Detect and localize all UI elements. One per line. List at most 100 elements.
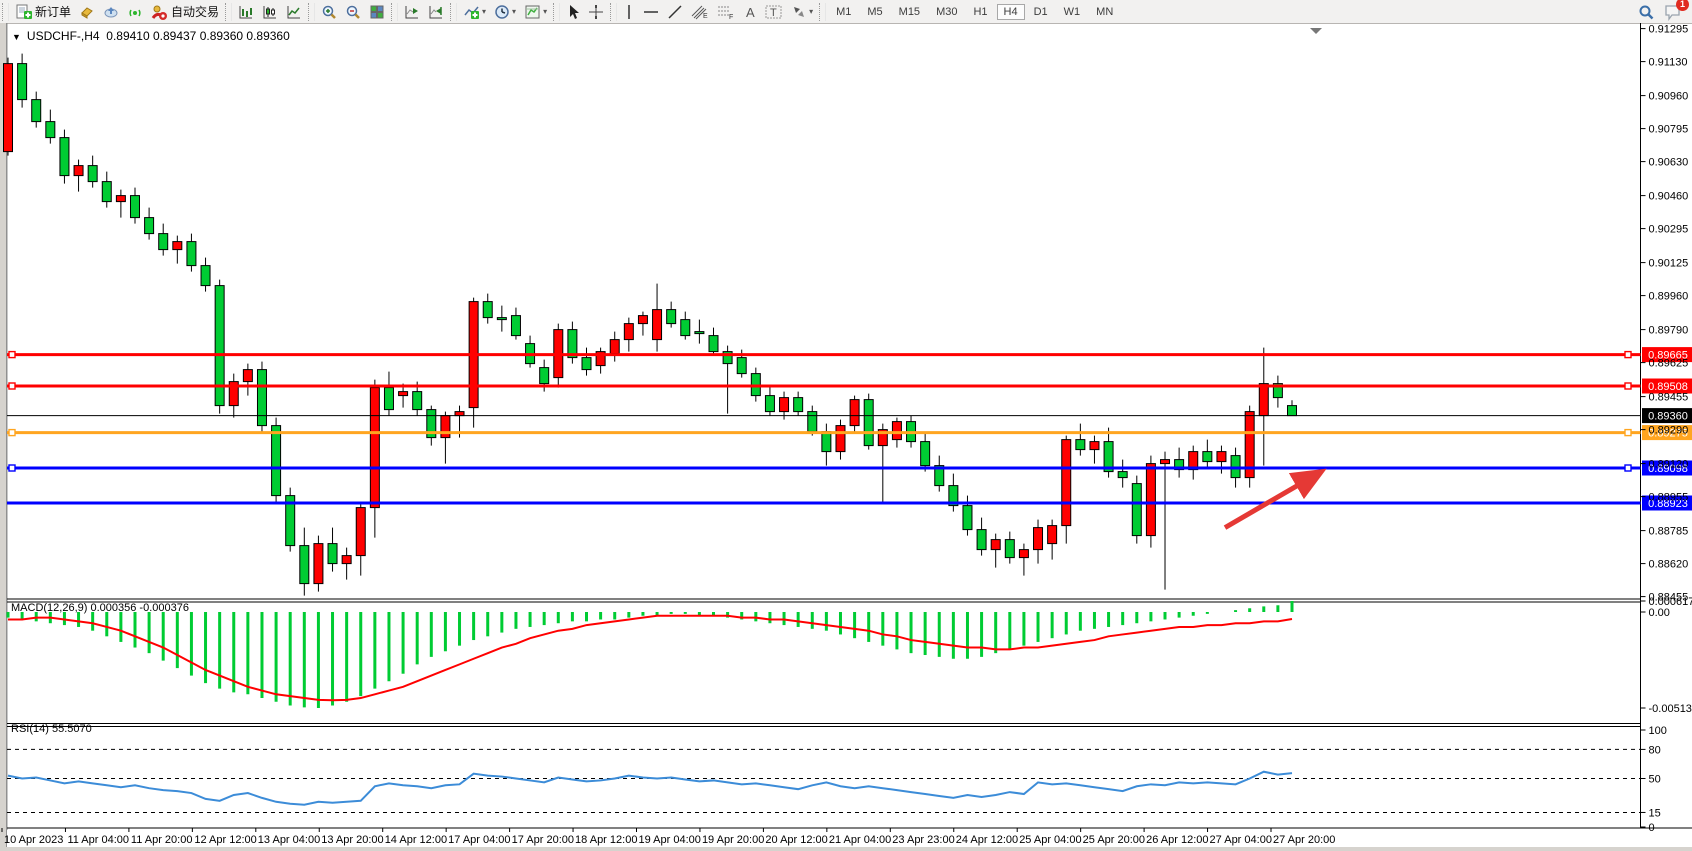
arrows-icon [791,4,807,20]
line-chart-button[interactable] [283,2,305,22]
arrows-button[interactable]: ▾ [788,2,816,22]
signal-button[interactable] [124,2,146,22]
candles-layer [3,53,1297,596]
templates-button[interactable]: ▾ [521,2,550,22]
timeframe-M5[interactable]: M5 [867,5,883,18]
trend-arrow[interactable] [1223,468,1327,530]
timeframe-H1[interactable]: H1 [973,5,988,18]
trendline-button[interactable] [664,2,686,22]
svg-text:0.88455: 0.88455 [1649,592,1689,604]
collapse-triangle-icon[interactable]: ▼ [12,32,21,42]
svg-text:0.91295: 0.91295 [1649,24,1689,36]
auto-trading-button[interactable]: 自动交易 [148,2,222,22]
timeframe-W1[interactable]: W1 [1063,5,1081,18]
fibonacci-icon: F [717,4,735,20]
svg-text:0.90125: 0.90125 [1649,258,1689,270]
vertical-line-button[interactable] [620,2,638,22]
svg-text:19 Apr 04:00: 19 Apr 04:00 [639,834,701,846]
new-order-label: 新订单 [35,5,72,19]
timeframe-M1[interactable]: M1 [836,5,852,18]
svg-text:15: 15 [1649,807,1661,819]
fibonacci-button[interactable]: F [714,2,738,22]
svg-text:17 Apr 04:00: 17 Apr 04:00 [448,834,510,846]
svg-text:-0.005133: -0.005133 [1649,703,1692,715]
zoom-out-button[interactable] [342,2,364,22]
svg-text:0.89455: 0.89455 [1649,392,1689,404]
svg-text:0.89508: 0.89508 [1648,381,1688,393]
horizontal-line-button[interactable] [640,2,662,22]
price-tag [1642,425,1692,441]
line-handle [8,428,16,437]
periods-button[interactable]: ▾ [491,2,519,22]
indicators-button[interactable]: ▾ [460,2,489,22]
bar-chart-icon [238,4,254,20]
svg-text:0.88620: 0.88620 [1649,559,1689,571]
svg-text:0.91130: 0.91130 [1649,57,1688,69]
vertical-line-icon [623,4,635,20]
timeframe-M15[interactable]: M15 [898,5,921,18]
equidistant-channel-button[interactable]: E [688,2,712,22]
main-toolbar: 新订单 自动交易 [0,0,1692,24]
time-axis[interactable]: 10 Apr 2023 11 Apr 04:00 11 Apr 20:00 12 Ap… [1,828,1335,846]
styles-button[interactable] [76,2,98,22]
svg-text:17 Apr 20:00: 17 Apr 20:00 [512,834,574,846]
search-button[interactable] [1634,2,1658,22]
hline-0.89360[interactable]: 0.89360 [7,408,1692,424]
macd-signal-line [8,614,1293,702]
publish-button[interactable] [100,2,122,22]
hline-0.88923[interactable]: 0.88923 [7,495,1692,511]
chart-header: ▼ USDCHF-,H4 0.89410 0.89437 0.89360 0.89… [12,29,290,43]
svg-text:F: F [729,14,733,20]
svg-text:20 Apr 12:00: 20 Apr 12:00 [765,834,827,846]
auto-trading-label: 自动交易 [171,5,220,19]
price-tag [1642,460,1692,476]
toolbar-separator [308,2,316,21]
hline-0.89508[interactable]: 0.89508 [7,378,1692,394]
svg-text:0: 0 [1649,822,1655,834]
svg-text:0.90295: 0.90295 [1649,224,1689,236]
new-order-button[interactable]: 新订单 [12,2,74,22]
svg-text:0.89960: 0.89960 [1649,291,1689,303]
hline-0.89665[interactable]: 0.89665 [7,347,1692,363]
timeframe-MN[interactable]: MN [1096,5,1114,18]
svg-text:26 Apr 12:00: 26 Apr 12:00 [1146,834,1208,846]
svg-text:0.88785: 0.88785 [1649,526,1689,538]
timeframe-H4[interactable]: H4 [996,3,1025,20]
tile-windows-button[interactable] [366,2,388,22]
price-axis[interactable]: 0.91295 0.91130 0.90960 0.90795 0.90630 0.904… [1640,24,1689,604]
price-tag [1642,347,1692,363]
toolbar-separator [391,2,399,21]
notification-badge: 1 [1676,0,1689,11]
candlestick-chart-button[interactable] [259,2,281,22]
search-icon [1637,3,1655,21]
svg-text:13 Apr 20:00: 13 Apr 20:00 [321,834,383,846]
styles-icon [79,4,95,20]
price-tag [1642,378,1692,394]
chart-shift-marker[interactable] [1310,28,1322,34]
hline-0.89098[interactable]: 0.89098 [7,460,1692,476]
timeframe-D1[interactable]: D1 [1033,5,1048,18]
svg-text:27 Apr 20:00: 27 Apr 20:00 [1273,834,1335,846]
bar-chart-button[interactable] [235,2,257,22]
chart-canvas[interactable]: 0.89665 0.89508 0.89360 0.89275 0.89098 0.889… [0,23,1692,851]
cloud-upload-icon [103,4,119,20]
text-label-button[interactable]: T [762,2,786,22]
svg-text:0.89790: 0.89790 [1649,325,1689,337]
chevron-down-icon: ▾ [482,7,487,16]
text-button[interactable]: A [740,2,760,22]
cursor-button[interactable] [563,2,583,22]
timeframe-M30[interactable]: M30 [936,5,958,18]
auto-scroll-icon [404,4,420,20]
notifications-button[interactable]: 1 [1660,0,1689,22]
svg-text:0.89360: 0.89360 [1648,411,1688,423]
auto-scroll-button[interactable] [401,2,423,22]
cursor-icon [566,4,580,20]
hline-0.89275[interactable]: 0.89275 [7,425,1692,441]
zoom-in-button[interactable] [318,2,340,22]
svg-text:0.88955: 0.88955 [1649,492,1689,504]
crosshair-icon [588,4,604,20]
crosshair-button[interactable] [585,2,607,22]
chart-shift-button[interactable] [425,2,447,22]
svg-text:0.89098: 0.89098 [1648,463,1688,475]
